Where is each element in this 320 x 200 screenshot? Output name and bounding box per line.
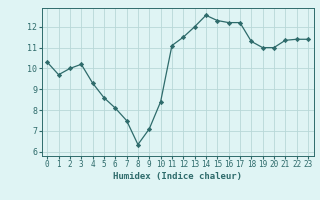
X-axis label: Humidex (Indice chaleur): Humidex (Indice chaleur) xyxy=(113,172,242,181)
